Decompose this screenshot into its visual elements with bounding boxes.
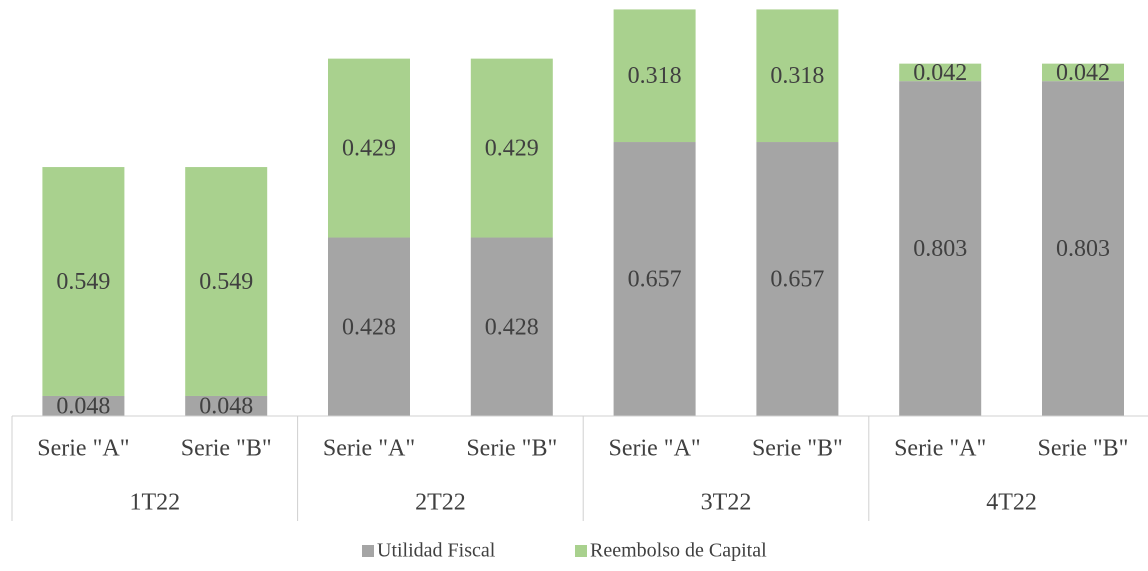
group-label: 3T22 — [701, 490, 752, 516]
data-label: 0.657 — [628, 267, 682, 293]
x-tick-label: Serie "A" — [323, 436, 415, 462]
data-label: 0.318 — [770, 63, 824, 89]
data-label: 0.042 — [913, 60, 967, 86]
group-label: 1T22 — [129, 490, 180, 516]
bar-segment — [42, 167, 125, 396]
data-label: 0.042 — [1056, 60, 1110, 86]
bar-segment — [899, 81, 982, 417]
legend-label: Reembolso de Capital — [590, 540, 767, 562]
x-tick-label: Serie "A" — [608, 436, 700, 462]
data-label: 0.048 — [56, 393, 110, 419]
bar-segment — [42, 395, 125, 416]
group-label: 2T22 — [415, 490, 466, 516]
data-label: 0.803 — [913, 236, 967, 262]
bar-segment — [613, 9, 696, 143]
legend-swatch — [575, 545, 587, 557]
x-tick-label: Serie "B" — [181, 436, 272, 462]
data-label: 0.803 — [1056, 236, 1110, 262]
bar-segment — [899, 63, 982, 82]
bar-segment — [756, 9, 839, 143]
bar-segment — [756, 142, 839, 416]
data-label: 0.428 — [342, 314, 396, 340]
x-tick-label: Serie "B" — [752, 436, 843, 462]
bar-segment — [328, 58, 410, 238]
data-label: 0.428 — [485, 314, 539, 340]
legend-label: Utilidad Fiscal — [377, 540, 496, 562]
group-label: 4T22 — [986, 490, 1037, 516]
data-label: 0.549 — [199, 269, 253, 295]
x-tick-label: Serie "A" — [894, 436, 986, 462]
data-label: 0.429 — [342, 136, 396, 162]
x-tick-label: Serie "B" — [466, 436, 557, 462]
bar-segment — [470, 58, 553, 238]
bar-segment — [613, 142, 696, 416]
x-tick-label: Serie "A" — [37, 436, 129, 462]
legend-swatch — [362, 545, 374, 557]
bar-segment — [328, 237, 410, 416]
data-label: 0.318 — [628, 63, 682, 89]
data-label: 0.657 — [770, 267, 824, 293]
bar-segment — [185, 167, 268, 396]
data-label: 0.429 — [485, 136, 539, 162]
x-tick-label: Serie "B" — [1038, 436, 1129, 462]
bar-segment — [1042, 63, 1124, 82]
bar-segment — [1042, 81, 1124, 417]
bar-segment — [470, 237, 553, 416]
data-label: 0.048 — [199, 393, 253, 419]
bar-segment — [185, 395, 268, 416]
data-label: 0.549 — [56, 269, 110, 295]
